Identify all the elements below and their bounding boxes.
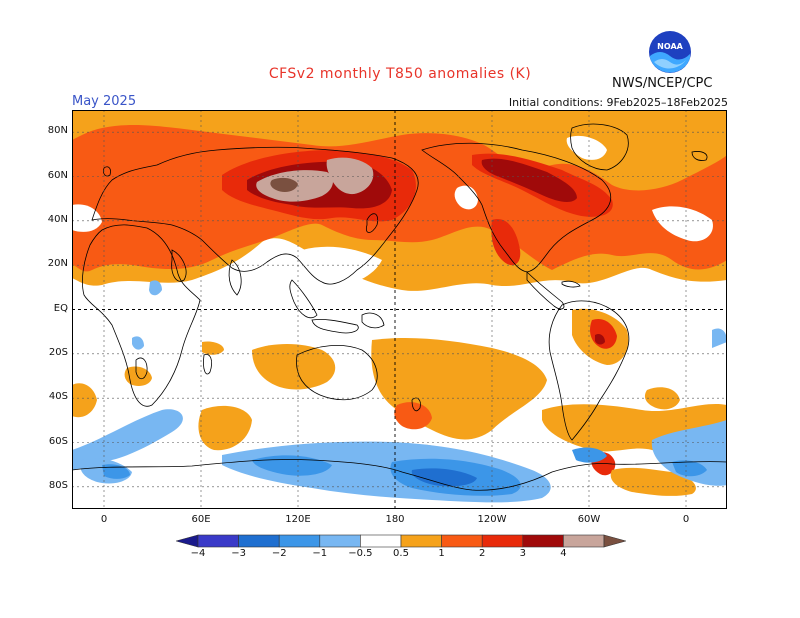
coastlines [72,123,727,509]
colorbar-segment [319,534,361,548]
major-lines [72,110,727,509]
graticule [72,110,727,509]
latitude-label: 20S [48,346,68,358]
colorbar-tick-label: 2 [479,548,486,559]
colorbar-tick-label: −4 [190,548,206,559]
colorbar-segment [522,534,564,548]
latitude-label: 40S [48,391,68,403]
longitude-label: 60E [191,514,211,525]
latitude-label: 40N [47,213,68,225]
latitude-label: 20N [47,258,68,270]
forecast-month: May 2025 [72,94,137,109]
colorbar-segment [400,534,442,548]
colorbar-segment [563,534,605,548]
latitude-label: 80N [47,125,68,137]
colorbar-segment [278,534,321,548]
longitude-label: 0 [100,514,108,525]
colorbar-tick-label: −0.5 [348,548,373,559]
logo-text: NOAA [657,42,683,51]
colorbar-segment [197,534,239,548]
longitude-label: 60W [577,514,601,525]
longitude-label: 120W [477,514,507,525]
longitude-label: 120E [285,514,311,525]
colorbar-tick-label: 0.5 [393,548,409,559]
colorbar-tick-label: 4 [560,548,567,559]
colorbar [176,534,626,548]
latitude-label: EQ [53,302,68,314]
colorbar-segment [441,534,483,548]
agency-label: NWS/NCEP/CPC [612,76,713,91]
colorbar-segment [481,534,524,548]
colorbar-segment [176,534,199,548]
map-title: CFSv2 monthly T850 anomalies (K) [268,66,532,82]
latitude-label: 60N [47,169,68,181]
colorbar-tick-label: −1 [312,548,328,559]
colorbar-tick-label: −3 [231,548,246,559]
colorbar-tick-label: 1 [438,548,445,559]
latitude-label: 60S [48,435,68,447]
colorbar-tick-label: −2 [271,548,287,559]
colorbar-segment [238,534,280,548]
initial-conditions: Initial conditions: 9Feb2025–18Feb2025 [508,96,728,109]
colorbar-segment [603,534,626,548]
colorbar-segment [360,534,402,548]
longitude-label: 0 [682,514,690,525]
latitude-label: 80S [48,479,68,491]
anomaly-map [72,110,727,509]
noaa-logo-icon: NOAA [649,31,691,73]
longitude-label: 180 [385,514,405,525]
anomaly-shading [72,110,727,503]
colorbar-tick-label: 3 [519,548,526,559]
